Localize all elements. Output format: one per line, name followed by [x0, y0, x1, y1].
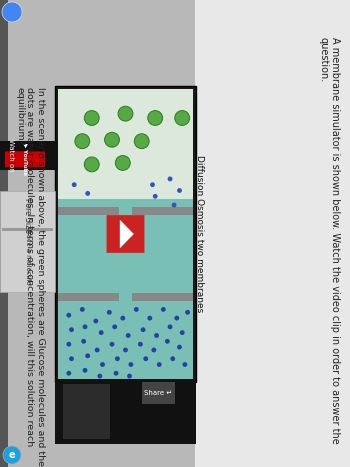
Bar — [63, 384, 110, 439]
Circle shape — [80, 307, 85, 312]
Circle shape — [157, 362, 162, 367]
Circle shape — [134, 134, 149, 149]
Circle shape — [115, 356, 120, 361]
Bar — [142, 382, 175, 404]
Circle shape — [114, 371, 119, 375]
Circle shape — [110, 342, 114, 347]
Circle shape — [93, 318, 98, 324]
Circle shape — [83, 368, 88, 373]
Circle shape — [168, 177, 173, 181]
FancyBboxPatch shape — [5, 151, 45, 167]
Circle shape — [66, 342, 71, 347]
Circle shape — [69, 327, 74, 332]
FancyBboxPatch shape — [107, 215, 145, 253]
Circle shape — [72, 182, 77, 187]
Circle shape — [100, 362, 105, 367]
Circle shape — [174, 316, 179, 320]
Bar — [55, 86, 196, 382]
Circle shape — [84, 157, 99, 172]
Bar — [0, 0, 8, 467]
Circle shape — [126, 333, 131, 338]
Circle shape — [69, 356, 74, 361]
Circle shape — [134, 307, 139, 312]
Circle shape — [95, 347, 100, 353]
Bar — [58, 199, 193, 301]
Text: In the scenario shown above, the green spheres are Glucose molecules and the blu: In the scenario shown above, the green s… — [15, 87, 45, 467]
Circle shape — [180, 330, 185, 335]
Bar — [153, 207, 193, 215]
Text: Share ↵: Share ↵ — [145, 390, 173, 396]
Bar — [195, 0, 350, 467]
Circle shape — [118, 106, 133, 121]
Circle shape — [170, 356, 175, 361]
Bar — [58, 89, 193, 217]
Bar — [55, 379, 196, 444]
Circle shape — [85, 191, 90, 196]
Circle shape — [97, 374, 102, 379]
Bar — [2, 228, 53, 231]
Text: Pore Size: Pore Size — [23, 198, 32, 234]
Text: A membrane simulator is shown below. Watch the video clip in order to answer the: A membrane simulator is shown below. Wat… — [318, 37, 340, 444]
Text: e: e — [9, 450, 15, 460]
Circle shape — [2, 2, 22, 22]
Circle shape — [85, 354, 90, 358]
Circle shape — [150, 182, 155, 187]
Text: Diffusion Osmosis two membranes: Diffusion Osmosis two membranes — [195, 156, 204, 312]
Bar — [153, 293, 193, 301]
Circle shape — [81, 339, 86, 344]
Bar — [98, 207, 119, 215]
Circle shape — [172, 203, 176, 207]
Circle shape — [83, 325, 88, 329]
Circle shape — [175, 111, 190, 126]
Circle shape — [123, 347, 128, 353]
Circle shape — [66, 371, 71, 375]
Bar — [132, 207, 153, 215]
Circle shape — [177, 345, 182, 349]
Circle shape — [154, 333, 159, 338]
Circle shape — [148, 111, 163, 126]
Bar — [98, 293, 119, 301]
Circle shape — [152, 347, 156, 353]
Circle shape — [116, 156, 130, 170]
Bar — [0, 141, 58, 170]
Circle shape — [153, 194, 158, 199]
Circle shape — [75, 134, 90, 149]
Circle shape — [141, 327, 146, 332]
Circle shape — [66, 313, 71, 318]
Bar — [58, 207, 98, 215]
Circle shape — [112, 325, 117, 329]
Text: ▶ YouTube: ▶ YouTube — [22, 143, 28, 175]
Circle shape — [107, 310, 112, 315]
Circle shape — [105, 132, 119, 147]
Circle shape — [99, 330, 104, 335]
Circle shape — [165, 339, 170, 344]
Polygon shape — [120, 219, 134, 248]
Circle shape — [185, 310, 190, 315]
Circle shape — [3, 446, 21, 464]
Circle shape — [168, 325, 173, 329]
Text: Trace a molecule: Trace a molecule — [25, 228, 30, 285]
Circle shape — [84, 111, 99, 126]
Circle shape — [127, 374, 132, 379]
Circle shape — [182, 362, 187, 367]
Bar — [58, 301, 193, 379]
Circle shape — [147, 316, 152, 320]
Bar — [0, 191, 55, 292]
Circle shape — [138, 342, 143, 347]
Circle shape — [161, 307, 166, 312]
Circle shape — [143, 356, 148, 361]
Circle shape — [120, 316, 125, 320]
Circle shape — [177, 188, 182, 193]
Bar — [132, 293, 153, 301]
Bar — [58, 293, 98, 301]
Text: Watch on: Watch on — [8, 139, 14, 172]
Circle shape — [128, 362, 133, 367]
